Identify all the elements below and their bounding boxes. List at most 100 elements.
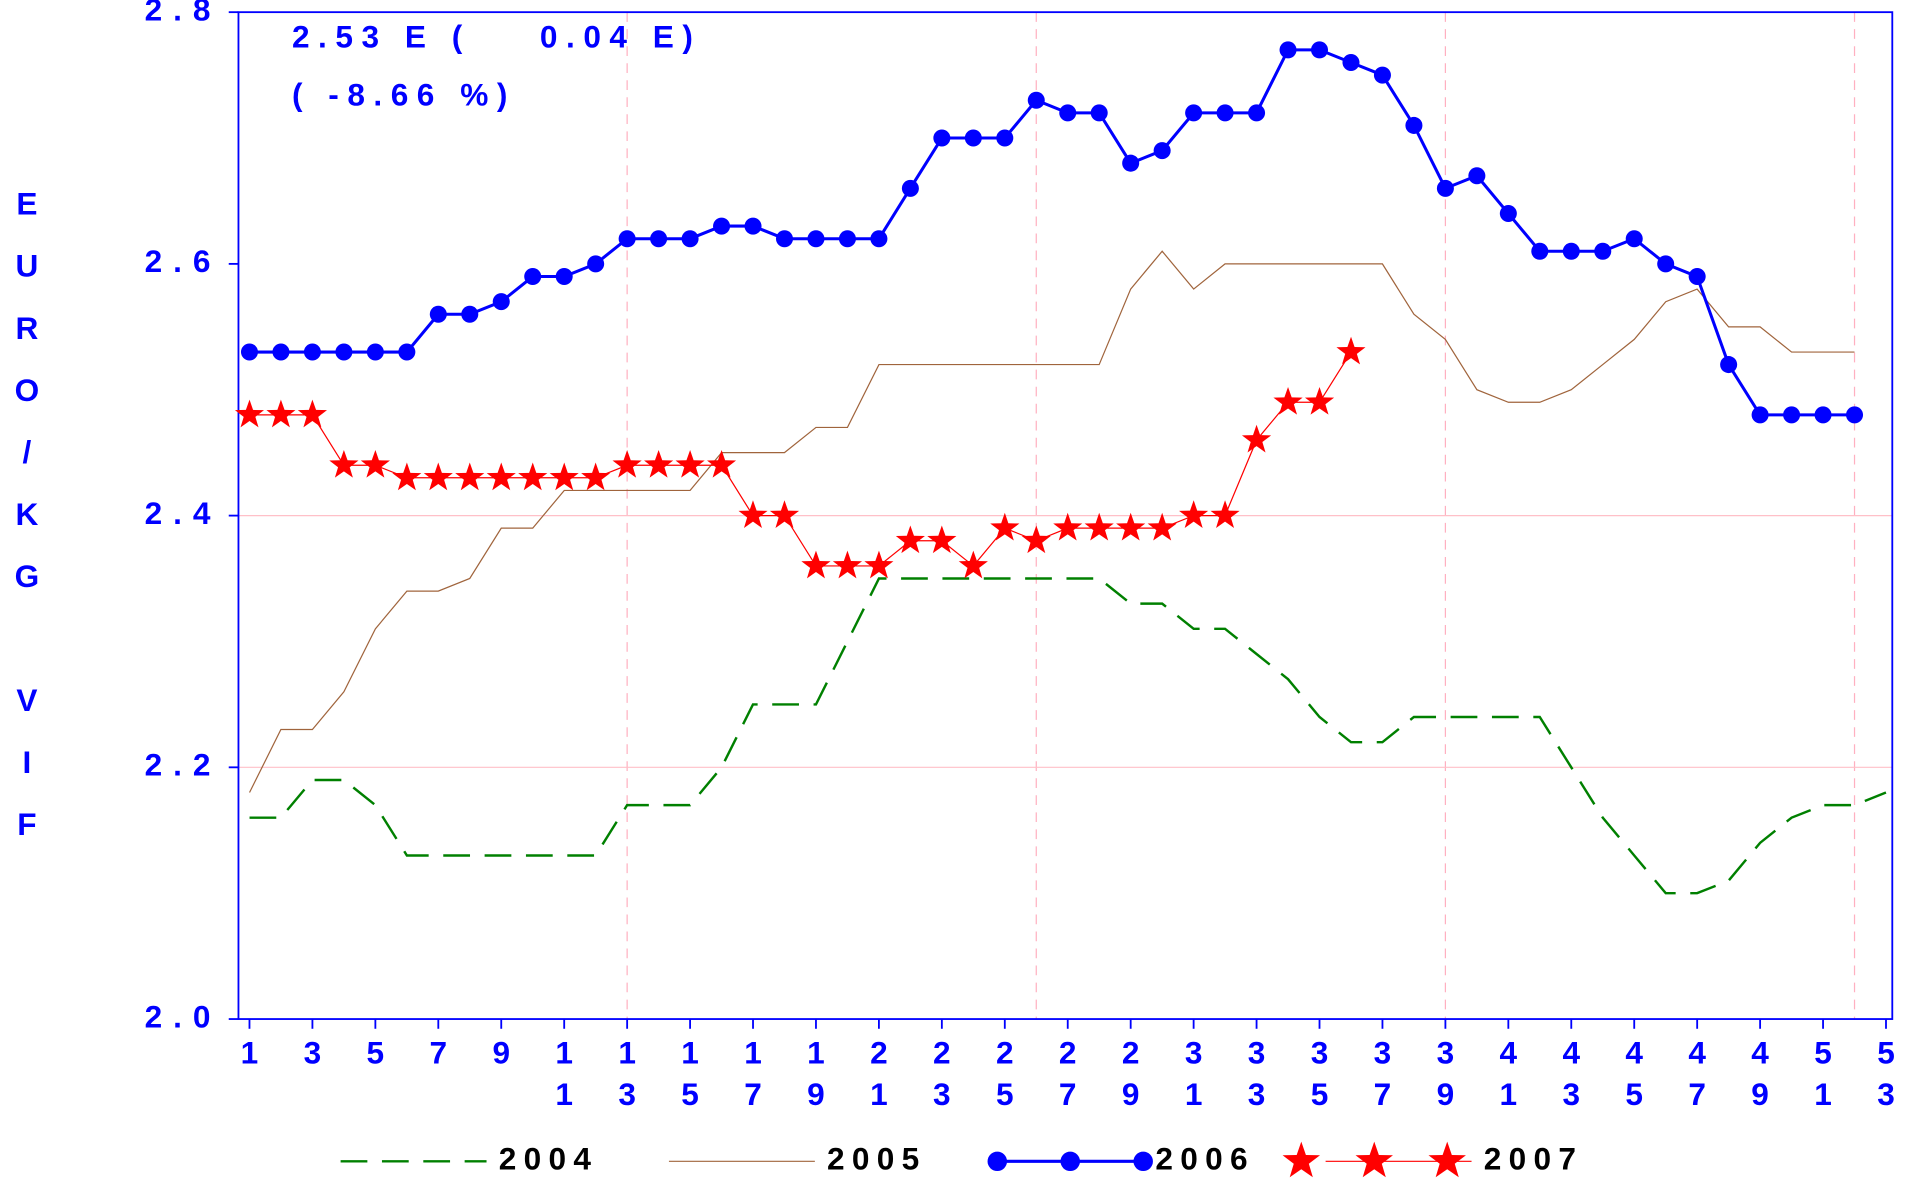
- point: [1185, 104, 1203, 122]
- point: [1562, 242, 1580, 260]
- point: [1147, 512, 1177, 541]
- point: [1241, 424, 1272, 453]
- point: [486, 462, 516, 491]
- point: [644, 449, 674, 478]
- point: [612, 449, 642, 478]
- point: [1336, 336, 1366, 365]
- point: [360, 449, 390, 478]
- point: [1436, 179, 1454, 197]
- point: [335, 343, 353, 361]
- point: [1084, 512, 1114, 541]
- point: [769, 500, 800, 529]
- y-tick-label: 2.0: [145, 998, 222, 1034]
- point: [1373, 66, 1391, 84]
- point: [1273, 386, 1303, 415]
- point: [1053, 512, 1083, 541]
- point: [707, 449, 737, 478]
- point: [1657, 255, 1675, 273]
- annotation: ( -8.66 %): [292, 77, 516, 113]
- legend-label: 2005: [827, 1141, 927, 1177]
- series-line: [249, 351, 1352, 567]
- point: [1027, 91, 1045, 109]
- point: [775, 230, 794, 248]
- point: [990, 512, 1020, 541]
- point: [895, 525, 925, 554]
- point: [1468, 167, 1486, 185]
- point: [492, 293, 510, 311]
- point: [1814, 406, 1832, 424]
- point: [581, 462, 611, 491]
- point: [303, 343, 321, 361]
- point: [518, 462, 548, 491]
- point: [1122, 154, 1140, 172]
- point: [587, 255, 605, 273]
- point: [549, 462, 579, 491]
- point: [266, 399, 296, 428]
- point: [1090, 104, 1108, 122]
- point: [870, 230, 888, 248]
- point: [1310, 41, 1329, 59]
- point: [864, 550, 894, 579]
- point: [1021, 525, 1051, 554]
- point: [329, 449, 359, 478]
- point: [297, 399, 327, 428]
- point: [524, 267, 542, 285]
- point: [1248, 104, 1266, 122]
- point: [713, 217, 731, 235]
- y-tick-label: 2.8: [145, 0, 222, 28]
- series-line: [248, 250, 1855, 793]
- legend-label: 2004: [499, 1141, 599, 1177]
- point: [996, 129, 1014, 147]
- x-tick-label: 1: [241, 1035, 259, 1071]
- point: [618, 230, 636, 248]
- point: [1216, 104, 1234, 122]
- point: [738, 500, 768, 529]
- point: [1531, 242, 1549, 260]
- point: [650, 230, 668, 248]
- point: [1499, 205, 1517, 223]
- point: [1059, 104, 1077, 122]
- x-tick-label: 3: [304, 1035, 322, 1071]
- point: [675, 449, 705, 478]
- point: [461, 305, 479, 323]
- point: [964, 129, 982, 147]
- legend-label: 2007: [1484, 1141, 1584, 1177]
- point: [234, 399, 264, 428]
- legend-marker: [1133, 1151, 1153, 1172]
- point: [429, 305, 447, 323]
- point: [555, 267, 573, 285]
- y-tick-label: 2.2: [145, 747, 222, 783]
- point: [901, 179, 919, 197]
- x-tick-label: 7: [430, 1035, 448, 1071]
- legend-marker: [1355, 1141, 1393, 1178]
- point: [240, 343, 258, 361]
- point: [681, 230, 699, 248]
- point: [1405, 116, 1423, 134]
- point: [927, 525, 957, 554]
- point: [392, 462, 422, 491]
- x-tick-label: 5: [367, 1035, 385, 1071]
- point: [1846, 406, 1864, 424]
- point: [1720, 356, 1738, 374]
- point: [807, 230, 825, 248]
- y-tick-label: 2.4: [145, 495, 222, 531]
- point: [1210, 500, 1240, 529]
